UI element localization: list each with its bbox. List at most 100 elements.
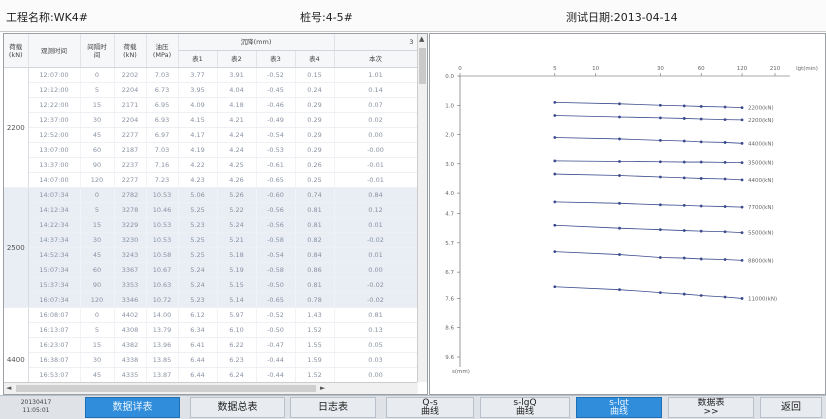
- table-row[interactable]: 12:37:00 30 2204 6.93 4.15 4.21 -0.49 0.29 0.02: [4, 112, 418, 128]
- table-cell: 4338: [114, 352, 147, 368]
- table-row[interactable]: 14:37:34 30 3230 10.53 5.25 5.21 -0.58 0.82 -0.0…: [4, 232, 418, 248]
- table-row[interactable]: 16:38:07 30 4338 13.85 6.44 6.23 -0.44 1.59 0.03: [4, 352, 418, 368]
- table-cell: 0.74: [295, 187, 335, 203]
- table-row[interactable]: 14:22:34 15 3229 10.53 5.23 5.24 -0.56 0.81 0.01: [4, 217, 418, 233]
- table-cell: 1.52: [295, 367, 335, 383]
- toolbar-button-3[interactable]: Q-s 曲线: [386, 397, 474, 418]
- table-row[interactable]: 4400 16:08:07 0 4402 14.00 6.12 5.97 -0.52 1.43 0…: [4, 307, 418, 394]
- table-row[interactable]: 14:07:00 120 2277 7.23 4.23 4.26 -0.65 0.25 -0.0…: [4, 172, 418, 188]
- col-header-t4[interactable]: 表4: [295, 50, 335, 68]
- col-header-time[interactable]: 观测时间: [28, 34, 81, 68]
- scroll-right-icon[interactable]: ►: [320, 384, 326, 392]
- table-cell: 0: [80, 307, 115, 323]
- table-cell: -0.50: [256, 322, 296, 338]
- data-point: [682, 139, 686, 143]
- col-header-load[interactable]: 荷载 (kN): [4, 34, 29, 68]
- table-cell: 13.85: [146, 352, 179, 368]
- table-cell: 5.23: [178, 217, 218, 233]
- series-line: [554, 137, 743, 144]
- vertical-scroll-thumb[interactable]: [419, 48, 426, 84]
- toolbar-button-sublabel: >>: [703, 407, 719, 417]
- table-cell: 5: [80, 82, 115, 98]
- horizontal-scrollbar[interactable]: ◄ ►: [4, 382, 417, 394]
- table-row[interactable]: 13:37:00 90 2237 7.16 4.22 4.25 -0.61 0.26 -0.01: [4, 157, 418, 173]
- table-row[interactable]: 15:37:34 90 3353 10.63 5.24 5.15 -0.50 0.81 -0.0…: [4, 277, 418, 293]
- table-cell: 3.91: [217, 67, 257, 83]
- table-cell: 5.25: [178, 232, 218, 248]
- toolbar-button-4[interactable]: s-lgQ 曲线: [480, 397, 570, 418]
- table-cell: 12:22:00: [28, 97, 81, 113]
- scroll-left-icon[interactable]: ◄: [6, 384, 12, 392]
- table-cell: 16:13:07: [28, 322, 81, 338]
- table-cell: 13:37:00: [28, 157, 81, 173]
- series-label: 3500(kN): [748, 161, 774, 167]
- table-row[interactable]: 12:52:00 45 2277 6.97 4.17 4.24 -0.54 0.29 0.00: [4, 127, 418, 143]
- col-header-t1[interactable]: 表1: [178, 50, 218, 68]
- y-tick-label: 2.0: [445, 133, 454, 139]
- table-cell: 2204: [114, 82, 147, 98]
- horizontal-scroll-thumb[interactable]: [16, 385, 316, 392]
- toolbar-button-7[interactable]: 返回: [760, 397, 822, 418]
- load-group-2500: 2500 14:07:34 0 2782 10.53 5.06 5.26 -0.60 0.74 0…: [4, 187, 418, 308]
- table-cell: 10.46: [146, 202, 179, 218]
- table-row[interactable]: 2200 12:07:00 0 2202 7.03 3.77 3.91 -0.52 0.15 1.…: [4, 67, 418, 188]
- table-row[interactable]: 16:13:07 5 4308 13.79 6.34 6.10 -0.50 1.52 0.13: [4, 322, 418, 338]
- toolbar-button-6[interactable]: 数据表 >>: [668, 397, 754, 418]
- table-cell: 5.14: [217, 292, 257, 308]
- toolbar-button-1[interactable]: 数据总表: [190, 397, 285, 418]
- data-point: [723, 118, 727, 122]
- toolbar-button-0[interactable]: 数据详表: [85, 397, 180, 418]
- table-row[interactable]: 13:07:00 60 2187 7.03 4.19 4.24 -0.53 0.29 -0.00: [4, 142, 418, 158]
- table-cell: 0.84: [295, 247, 335, 263]
- table-cell: 0.86: [295, 262, 335, 278]
- table-row[interactable]: 15:07:34 60 3367 10.67 5.24 5.19 -0.58 0.86 0.00: [4, 262, 418, 278]
- table-cell: 4.19: [178, 142, 218, 158]
- data-point: [618, 174, 621, 177]
- table-row[interactable]: 14:12:34 5 3278 10.46 5.25 5.22 -0.56 0.81 0.12: [4, 202, 418, 218]
- table-cell: -0.45: [256, 82, 296, 98]
- data-point: [553, 100, 557, 104]
- table-cell: 6.95: [146, 97, 179, 113]
- col-header-force[interactable]: 荷载 (kN): [114, 34, 147, 68]
- toolbar-button-label: 数据表: [697, 398, 725, 408]
- data-point: [682, 229, 686, 232]
- table-cell: 4.26: [217, 172, 257, 188]
- toolbar-button-2[interactable]: 日志表: [290, 397, 376, 418]
- table-cell: 13.87: [146, 367, 179, 383]
- col-header-current[interactable]: 本次: [334, 50, 418, 68]
- col-header-interval[interactable]: 间隔时 间: [80, 34, 115, 68]
- table-cell: 120: [80, 292, 115, 308]
- vertical-scrollbar[interactable]: ▲: [417, 34, 427, 382]
- col-header-t2[interactable]: 表2: [217, 50, 257, 68]
- table-row[interactable]: 2500 14:07:34 0 2782 10.53 5.06 5.26 -0.60 0.74 0…: [4, 187, 418, 308]
- series-line: [554, 115, 743, 121]
- series-line: [554, 251, 743, 261]
- table-row[interactable]: 12:22:00 15 2171 6.95 4.09 4.18 -0.46 0.29 0.07: [4, 97, 418, 113]
- table-row[interactable]: 16:07:34 120 3346 10.72 5.23 5.14 -0.65 0.78 -0.…: [4, 292, 418, 308]
- table-cell: 0.12: [334, 202, 418, 218]
- data-point: [723, 177, 727, 181]
- table-cell: -0.56: [256, 217, 296, 233]
- scroll-up-icon[interactable]: ▲: [419, 35, 425, 43]
- col-header-pressure[interactable]: 油压 (MPa): [146, 34, 179, 68]
- table-row[interactable]: 16:23:07 15 4382 13.96 6.41 6.22 -0.47 1.55 0.05: [4, 337, 418, 353]
- table-row[interactable]: 16:53:07 45 4335 13.87 6.44 6.24 -0.44 1.52 0.00: [4, 367, 418, 383]
- data-point: [682, 256, 686, 260]
- toolbar-button-5[interactable]: s-lgt 曲线: [576, 397, 662, 418]
- table-cell: 14:12:34: [28, 202, 81, 218]
- data-point: [658, 228, 662, 232]
- table-cell: -0.61: [256, 157, 296, 173]
- table-cell: 6.10: [217, 322, 257, 338]
- load-group-2200: 2200 12:07:00 0 2202 7.03 3.77 3.91 -0.52 0.15 1.…: [4, 67, 418, 188]
- table-cell: -0.02: [334, 292, 418, 308]
- table-row[interactable]: 12:12:00 5 2204 6.73 3.95 4.04 -0.45 0.24 0.14: [4, 82, 418, 98]
- y-tick-label: 3.0: [445, 162, 454, 168]
- data-point: [553, 159, 557, 163]
- data-point: [658, 160, 662, 164]
- table-cell: 0.07: [334, 97, 418, 113]
- table-row[interactable]: 14:52:34 45 3243 10.58 5.25 5.18 -0.54 0.84 0.01: [4, 247, 418, 263]
- table-cell: -0.47: [256, 337, 296, 353]
- series-line: [554, 201, 743, 208]
- col-header-t3[interactable]: 表3: [256, 50, 296, 68]
- table-cell: 1.52: [295, 322, 335, 338]
